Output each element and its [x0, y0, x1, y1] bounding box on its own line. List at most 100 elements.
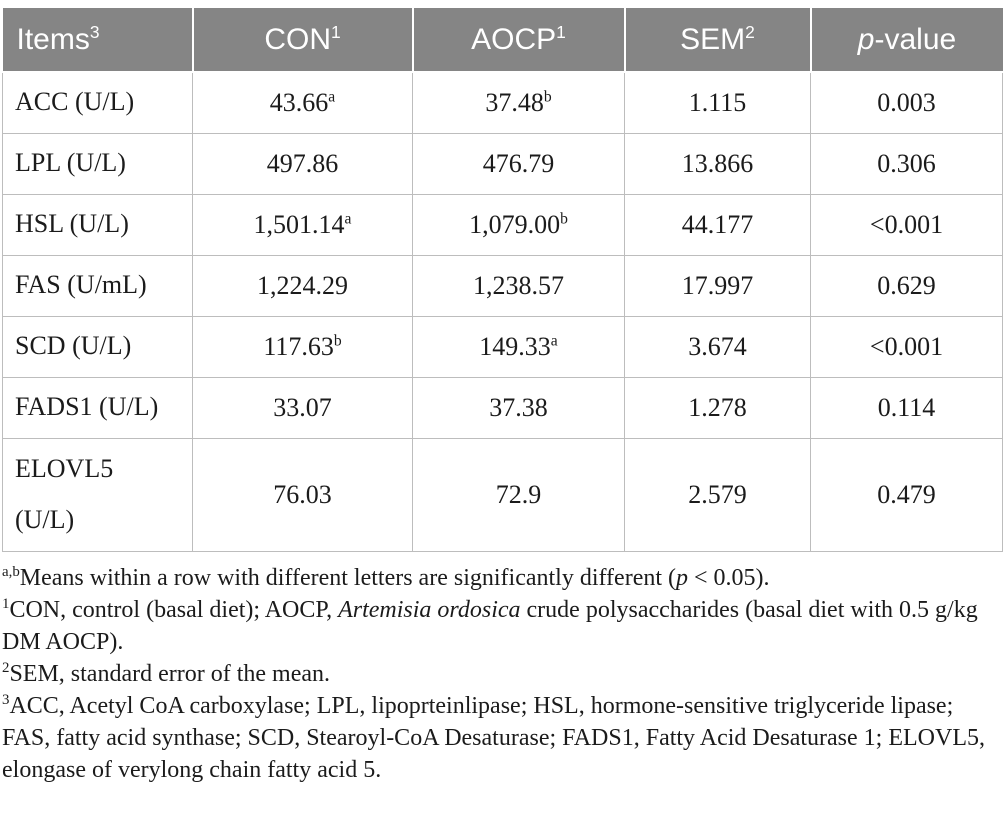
- text-segment: 1,238.57: [473, 270, 564, 300]
- superscript-text: 2: [745, 21, 755, 42]
- text-segment: 76.03: [273, 479, 332, 509]
- italic-text: Artemisia ordosica: [338, 596, 521, 623]
- superscript-text: 3: [2, 691, 10, 708]
- p-value-cell: <0.001: [810, 315, 1003, 378]
- table-header-row: Items3 CON1 AOCP1 SEM2 p-value: [2, 8, 1003, 73]
- item-label: LPL (U/L): [15, 148, 126, 178]
- item-cell: ELOVL5 (U/L): [2, 437, 193, 552]
- superscript-text: a: [550, 331, 558, 349]
- text-segment: 37.48: [485, 87, 544, 117]
- table-body: ACC (U/L) 43.66a 37.48b 1.115 0.003 LPL (U/L)…: [2, 71, 1003, 552]
- col-header-items: Items3: [2, 8, 194, 73]
- aocp-value-cell: 149.33a: [412, 315, 625, 378]
- p-value-cell: 0.479: [810, 437, 1003, 552]
- enzyme-activity-table: Items3 CON1 AOCP1 SEM2 p-value ACC (U/L) 43.6…: [2, 8, 1003, 552]
- text-segment: 149.33: [479, 331, 551, 361]
- sem-value-cell: 1.115: [624, 71, 811, 134]
- p-value-cell: 0.629: [810, 254, 1003, 317]
- text-segment: 0.306: [877, 148, 936, 178]
- con-value-cell: 497.86: [192, 132, 413, 195]
- item-cell: SCD (U/L): [2, 315, 193, 378]
- text-segment: 1.278: [688, 392, 747, 422]
- table-row: FADS1 (U/L) 33.07 37.38 1.278 0.114: [2, 376, 1003, 439]
- text-segment: 0.114: [877, 392, 936, 422]
- text-segment: 497.86: [266, 148, 339, 178]
- con-value-cell: 1,224.29: [192, 254, 413, 317]
- text-segment: 117.63: [263, 331, 334, 361]
- item-label: FADS1 (U/L): [15, 392, 159, 422]
- item-cell: FADS1 (U/L): [2, 376, 193, 439]
- con-value-cell: 43.66a: [192, 71, 413, 134]
- text-segment: 0.629: [877, 270, 936, 300]
- con-value-cell: 33.07: [192, 376, 413, 439]
- footnote: a,bMeans within a row with different let…: [2, 562, 1000, 594]
- item-cell: FAS (U/mL): [2, 254, 193, 317]
- table-figure: Items3 CON1 AOCP1 SEM2 p-value ACC (U/L) 43.6…: [0, 8, 1004, 786]
- text-segment: < 0.05).: [688, 564, 770, 591]
- text-segment: SEM, standard error of the mean.: [9, 660, 331, 687]
- text-segment: 1,501.14: [253, 209, 345, 239]
- text-segment: Items: [16, 22, 90, 56]
- text-segment: SEM: [680, 22, 746, 56]
- text-segment: 0.479: [877, 479, 936, 509]
- item-cell: HSL (U/L): [2, 193, 193, 256]
- aocp-value-cell: 72.9: [412, 437, 625, 552]
- col-header-con: CON1: [192, 8, 414, 73]
- text-segment: <0.001: [869, 209, 944, 239]
- sem-value-cell: 1.278: [624, 376, 811, 439]
- table-row: ACC (U/L) 43.66a 37.48b 1.115 0.003: [2, 71, 1003, 134]
- text-segment: 476.79: [482, 148, 555, 178]
- superscript-text: a: [328, 88, 336, 106]
- text-segment: AOCP: [471, 22, 557, 56]
- superscript-text: b: [543, 88, 552, 106]
- text-segment: CON: [264, 22, 331, 56]
- text-segment: 37.38: [489, 392, 548, 422]
- table-row: HSL (U/L) 1,501.14a 1,079.00b 44.177 <0.001: [2, 193, 1003, 256]
- table-header: Items3 CON1 AOCP1 SEM2 p-value: [2, 8, 1003, 73]
- item-label: SCD (U/L): [15, 331, 132, 361]
- col-header-aocp: AOCP1: [412, 8, 626, 73]
- text-segment: 1.115: [688, 87, 747, 117]
- superscript-text: b: [333, 331, 342, 349]
- sem-value-cell: 13.866: [624, 132, 811, 195]
- text-segment: 72.9: [495, 479, 542, 509]
- aocp-value-cell: 476.79: [412, 132, 625, 195]
- text-segment: Means within a row with different letter…: [19, 564, 677, 591]
- item-cell: LPL (U/L): [2, 132, 193, 195]
- item-label: ACC (U/L): [15, 87, 135, 117]
- footnote: 3ACC, Acetyl CoA carboxylase; LPL, lipop…: [2, 690, 1000, 786]
- aocp-value-cell: 1,238.57: [412, 254, 625, 317]
- p-value-cell: 0.003: [810, 71, 1003, 134]
- text-segment: <0.001: [869, 331, 944, 361]
- text-segment: 3.674: [688, 331, 747, 361]
- sem-value-cell: 3.674: [624, 315, 811, 378]
- footnote: 2SEM, standard error of the mean.: [2, 658, 1000, 690]
- text-segment: 1,079.00: [469, 209, 561, 239]
- superscript-text: 2: [2, 659, 10, 676]
- italic-text: p: [676, 564, 689, 591]
- superscript-text: 1: [2, 595, 10, 612]
- aocp-value-cell: 37.38: [412, 376, 625, 439]
- footnote: 1CON, control (basal diet); AOCP, Artemi…: [2, 594, 1000, 658]
- aocp-value-cell: 37.48b: [412, 71, 625, 134]
- text-segment: 0.003: [877, 87, 936, 117]
- table-row: LPL (U/L) 497.86 476.79 13.866 0.306: [2, 132, 1003, 195]
- col-header-sem: SEM2: [624, 8, 812, 73]
- p-value-cell: 0.114: [810, 376, 1003, 439]
- table-footnotes: a,bMeans within a row with different let…: [0, 552, 1004, 786]
- italic-text: p: [857, 22, 875, 56]
- sem-value-cell: 2.579: [624, 437, 811, 552]
- text-segment: 2.579: [688, 479, 747, 509]
- table-row: ELOVL5 (U/L) 76.03 72.9 2.579 0.479: [2, 437, 1003, 552]
- table-row: SCD (U/L) 117.63b 149.33a 3.674 <0.001: [2, 315, 1003, 378]
- superscript-text: b: [560, 209, 568, 227]
- text-segment: 1,224.29: [257, 270, 348, 300]
- p-value-cell: 0.306: [810, 132, 1003, 195]
- sem-value-cell: 44.177: [624, 193, 811, 256]
- p-value-cell: <0.001: [810, 193, 1003, 256]
- superscript-text: a,b: [2, 563, 20, 580]
- superscript-text: 1: [331, 21, 341, 42]
- item-label: ELOVL5: [15, 453, 114, 483]
- col-header-p-value: p-value: [810, 8, 1003, 73]
- con-value-cell: 76.03: [192, 437, 413, 552]
